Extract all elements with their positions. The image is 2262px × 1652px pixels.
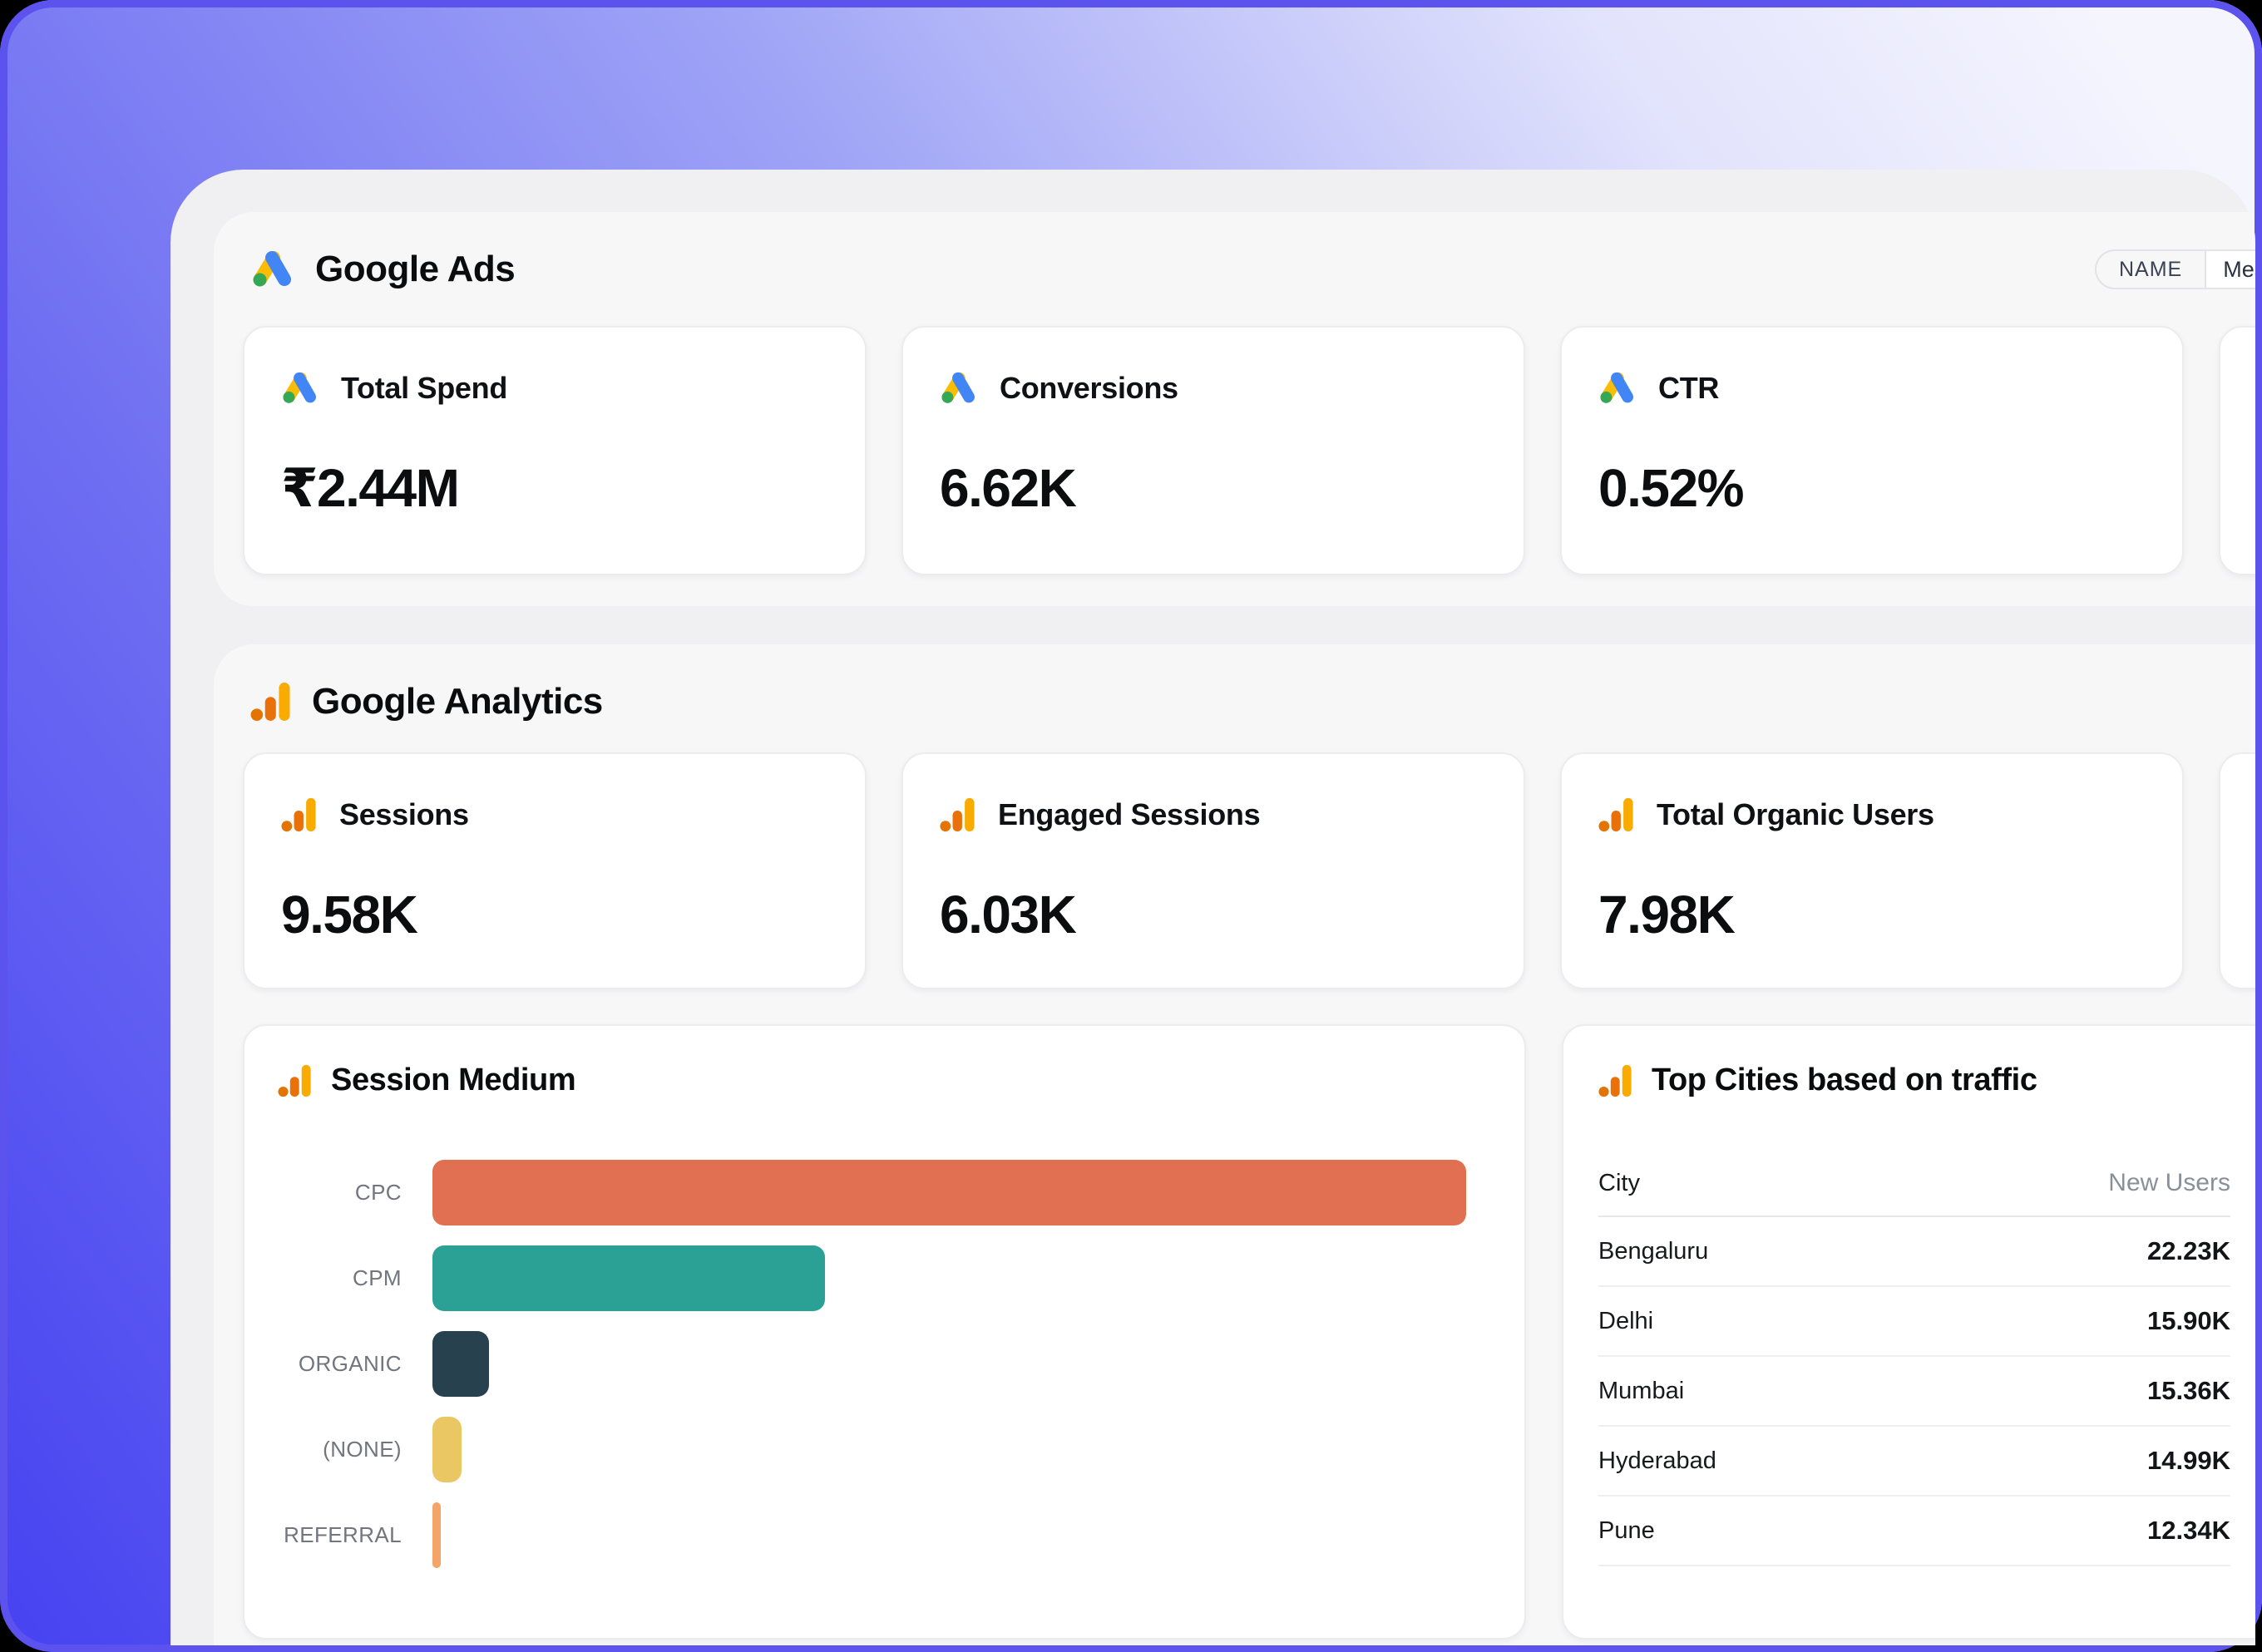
city-name: Pune <box>1598 1516 1655 1544</box>
card-header: Total Spend <box>281 371 507 406</box>
table-row[interactable]: Bengaluru 22.23K <box>1598 1217 2230 1287</box>
google-ads-cards-row: Total Spend ₹2.44M Conversions 6.62K <box>243 326 2255 575</box>
metric-value: 0.52% <box>1598 458 1744 518</box>
column-header-city: City <box>1598 1169 1640 1196</box>
bar-category-label: CPC <box>354 1180 402 1205</box>
new-users-value: 15.90K <box>2147 1306 2230 1335</box>
bar-row: (NONE) <box>278 1417 1466 1482</box>
table-row[interactable]: Mumbai 15.36K <box>1598 1357 2230 1427</box>
city-name: Mumbai <box>1598 1377 1685 1404</box>
google-analytics-section: Google Analytics Sessions 9.58K <box>214 644 2255 1645</box>
google-analytics-icon <box>940 797 975 832</box>
new-users-value: 22.23K <box>2147 1236 2230 1265</box>
metric-card-partial[interactable] <box>2219 326 2255 575</box>
google-ads-icon <box>253 251 291 287</box>
new-users-value: 15.36K <box>2147 1376 2230 1405</box>
card-header: Total Organic Users <box>1598 797 1934 832</box>
google-analytics-icon <box>1598 1064 1632 1097</box>
bar-organic[interactable] <box>432 1331 490 1397</box>
table-title: Top Cities based on traffic <box>1652 1063 2037 1097</box>
section-title: Google Ads <box>315 249 516 289</box>
google-ads-icon <box>941 372 975 403</box>
bar-cpm[interactable] <box>432 1245 826 1311</box>
metric-value: 6.03K <box>940 885 1077 944</box>
table-row[interactable]: Delhi 15.90K <box>1598 1287 2230 1357</box>
bar-category-label: REFERRAL <box>284 1522 402 1547</box>
bar-track <box>432 1160 1466 1225</box>
google-ads-section-header: Google Ads <box>250 249 516 290</box>
bar-chart: CPC CPM ORGANIC <box>278 1160 1466 1588</box>
card-header: CTR <box>1598 371 1719 406</box>
metric-card-sessions[interactable]: Sessions 9.58K <box>243 752 867 989</box>
metric-value: 9.58K <box>281 885 418 944</box>
chip-divider <box>2205 251 2207 288</box>
bar-row: CPM <box>278 1245 1466 1311</box>
metric-label: Sessions <box>339 797 469 831</box>
google-analytics-icon <box>1598 797 1633 832</box>
metric-label: Engaged Sessions <box>998 797 1261 831</box>
dashboard-panel: Google Ads NAME Mesa Total Spend <box>170 170 2255 1645</box>
table-header-row: City New Users <box>1598 1151 2230 1217</box>
metric-label: Total Organic Users <box>1657 797 1934 831</box>
card-header: Conversions <box>940 371 1178 406</box>
name-filter-chip[interactable]: NAME Mesa <box>2095 249 2255 289</box>
metric-card-engaged-sessions[interactable]: Engaged Sessions 6.03K <box>901 752 1525 989</box>
metric-value: 7.98K <box>1598 885 1736 944</box>
session-medium-title-row: Session Medium <box>278 1063 576 1098</box>
chip-value[interactable]: Mesa <box>2206 251 2255 288</box>
metric-card-conversions[interactable]: Conversions 6.62K <box>901 326 1525 575</box>
google-analytics-section-header: Google Analytics <box>250 681 603 722</box>
top-cities-title-row: Top Cities based on traffic <box>1598 1063 2037 1098</box>
metric-card-ctr[interactable]: CTR 0.52% <box>1560 326 2184 575</box>
bar-track <box>432 1502 1466 1568</box>
metric-label: CTR <box>1658 371 1720 405</box>
bar-track <box>432 1417 1466 1482</box>
new-users-value: 14.99K <box>2147 1446 2230 1475</box>
card-header: Sessions <box>281 797 469 832</box>
google-analytics-icon <box>278 1064 311 1097</box>
bar-track <box>432 1245 1466 1311</box>
bar-cpc[interactable] <box>432 1160 1466 1225</box>
google-ads-icon <box>1600 372 1634 403</box>
top-cities-card: Top Cities based on traffic City New Use… <box>1562 1024 2255 1640</box>
metric-label: Conversions <box>1000 371 1178 405</box>
city-name: Delhi <box>1598 1307 1654 1334</box>
bar-row: CPC <box>278 1160 1466 1225</box>
section-title: Google Analytics <box>312 681 603 722</box>
metric-label: Total Spend <box>341 371 508 405</box>
city-name: Bengaluru <box>1598 1237 1709 1265</box>
new-users-value: 12.34K <box>2147 1516 2230 1545</box>
session-medium-card: Session Medium CPC CPM <box>243 1024 1526 1640</box>
metric-card-partial[interactable] <box>2219 752 2255 989</box>
metric-card-total-organic-users[interactable]: Total Organic Users 7.98K <box>1560 752 2184 989</box>
top-cities-table: City New Users Bengaluru 22.23K Delhi 15… <box>1598 1151 2230 1566</box>
table-row[interactable]: Hyderabad 14.99K <box>1598 1427 2230 1497</box>
bar-category-label: CPM <box>353 1265 402 1290</box>
bar-none[interactable] <box>432 1417 462 1482</box>
google-analytics-icon <box>281 797 316 832</box>
chart-title: Session Medium <box>331 1063 576 1097</box>
google-ads-section: Google Ads NAME Mesa Total Spend <box>214 212 2255 606</box>
table-row[interactable]: Pune 12.34K <box>1598 1497 2230 1566</box>
column-header-new-users: New Users <box>2108 1169 2230 1196</box>
city-name: Hyderabad <box>1598 1447 1716 1474</box>
bar-category-label: (NONE) <box>323 1437 402 1462</box>
metric-value: 6.62K <box>940 458 1077 518</box>
google-analytics-cards-row: Sessions 9.58K Engaged Sessions 6.03K <box>243 752 2255 989</box>
bar-referral[interactable] <box>432 1502 441 1568</box>
metric-value: ₹2.44M <box>281 458 460 518</box>
bar-category-label: ORGANIC <box>298 1351 402 1376</box>
google-analytics-icon <box>250 683 290 721</box>
google-ads-icon <box>283 372 316 403</box>
metric-card-total-spend[interactable]: Total Spend ₹2.44M <box>243 326 867 575</box>
card-header: Engaged Sessions <box>940 797 1261 832</box>
bar-row: REFERRAL <box>278 1502 1466 1568</box>
chip-key-label: NAME <box>2119 257 2183 281</box>
bar-track <box>432 1331 1466 1397</box>
bar-row: ORGANIC <box>278 1331 1466 1397</box>
